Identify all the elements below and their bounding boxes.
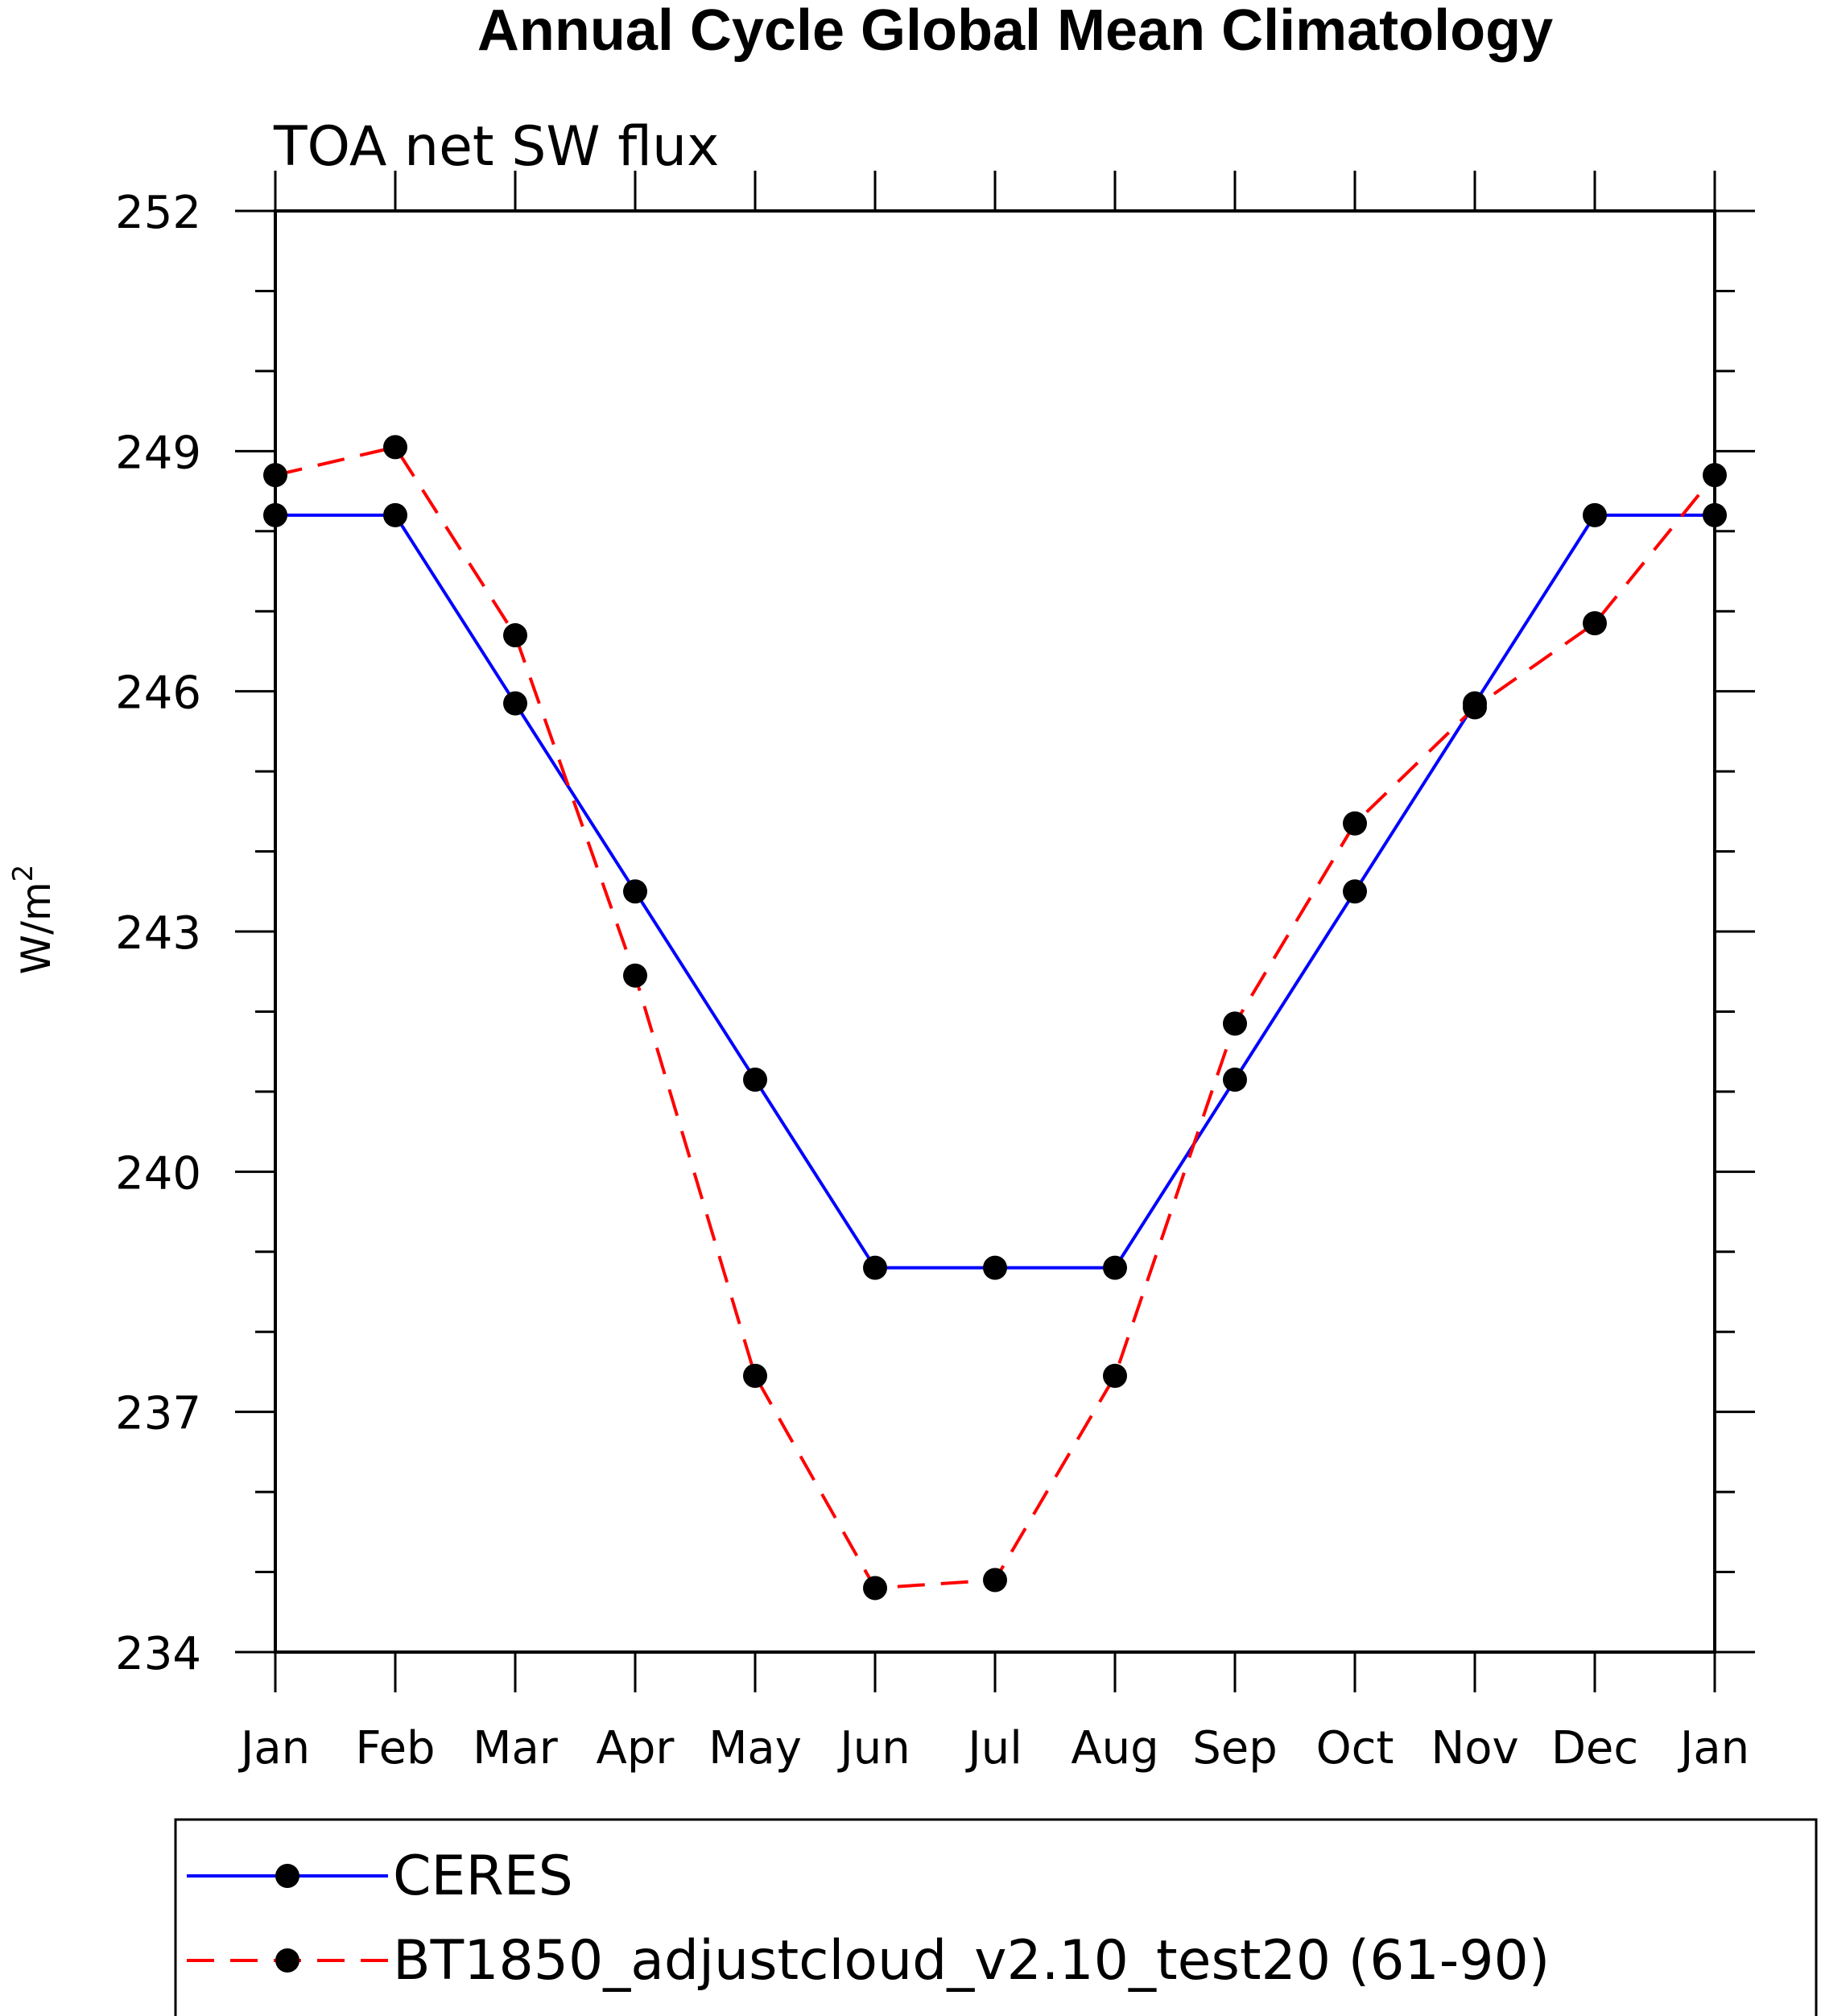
series-layer xyxy=(263,435,1727,1601)
series-ceres-point xyxy=(503,691,527,716)
x-tick-label: Apr xyxy=(597,1722,675,1774)
x-tick-label: Jul xyxy=(965,1722,1022,1774)
series-bt1850-point xyxy=(1463,695,1487,720)
legend-label-ceres: CERES xyxy=(393,1845,573,1908)
series-ceres-point xyxy=(863,1255,887,1280)
chart-title: Annual Cycle Global Mean Climatology xyxy=(477,0,1553,63)
svg-text:W/m2: W/m2 xyxy=(7,865,60,975)
x-tick-label: Feb xyxy=(355,1722,435,1774)
series-ceres-point xyxy=(1103,1255,1127,1280)
series-ceres-point xyxy=(1223,1067,1247,1092)
plot-frame xyxy=(274,209,1716,1654)
series-bt1850-point xyxy=(503,623,527,648)
y-tick-label: 249 xyxy=(115,427,201,479)
x-tick-label: Jan xyxy=(238,1722,310,1774)
x-tick-label: Mar xyxy=(473,1722,559,1774)
x-tick-label: Nov xyxy=(1431,1722,1518,1774)
series-ceres-point xyxy=(1583,502,1607,527)
series-ceres-line xyxy=(275,513,1715,1270)
series-bt1850-point xyxy=(1103,1363,1127,1388)
legend: CERES BT1850_adjustcloud_v2.10_test20 (6… xyxy=(174,1818,1818,2016)
chart-subtitle: TOA net SW flux xyxy=(273,115,719,179)
series-bt1850-point xyxy=(1223,1011,1247,1036)
y-tick-labels: 234 237 240 243 246 249 252 xyxy=(115,187,201,1680)
legend-marker-bt1850 xyxy=(275,1948,299,1973)
series-ceres-point xyxy=(1343,879,1367,904)
axis-ticks xyxy=(235,171,1755,1692)
series-ceres-point xyxy=(623,879,647,904)
series-bt1850-point xyxy=(983,1568,1007,1593)
y-tick-label: 237 xyxy=(115,1388,201,1440)
series-bt1850-point xyxy=(743,1363,767,1388)
y-tick-label: 240 xyxy=(115,1147,201,1200)
x-tick-label: May xyxy=(708,1722,802,1774)
y-axis-label-superscript: 2 xyxy=(7,865,39,882)
series-bt1850-point xyxy=(1343,811,1367,836)
series-ceres-point xyxy=(983,1255,1007,1280)
x-tick-labels: Jan Feb Mar Apr May Jun Jul Aug Sep Oct Nov Dec Jan xyxy=(238,1722,1749,1774)
series-ceres-point xyxy=(743,1067,767,1092)
y-axis-label: W/m2 xyxy=(7,865,60,975)
x-tick-label: Sep xyxy=(1192,1722,1278,1774)
y-tick-label: 234 xyxy=(115,1628,201,1680)
x-tick-label: Jun xyxy=(837,1722,910,1774)
series-bt1850-point xyxy=(863,1576,887,1601)
y-axis-label-text: W/m xyxy=(13,882,60,974)
series-bt1850-point xyxy=(1583,611,1607,636)
series-ceres-point xyxy=(383,502,407,527)
series-bt1850-point xyxy=(383,435,407,460)
x-tick-label: Dec xyxy=(1551,1722,1638,1774)
y-tick-label: 246 xyxy=(115,667,201,720)
legend-marker-ceres xyxy=(275,1864,299,1888)
x-tick-label: Aug xyxy=(1071,1722,1158,1774)
x-tick-label: Oct xyxy=(1316,1722,1394,1774)
y-tick-label: 243 xyxy=(115,907,201,960)
series-bt1850-line xyxy=(275,445,1716,1590)
legend-label-bt1850: BT1850_adjustcloud_v2.10_test20 (61-90) xyxy=(393,1929,1550,1993)
series-bt1850-point xyxy=(623,963,647,988)
x-tick-label: Jan xyxy=(1678,1722,1749,1774)
legend-box xyxy=(174,1818,1818,2016)
y-tick-label: 252 xyxy=(115,187,201,239)
